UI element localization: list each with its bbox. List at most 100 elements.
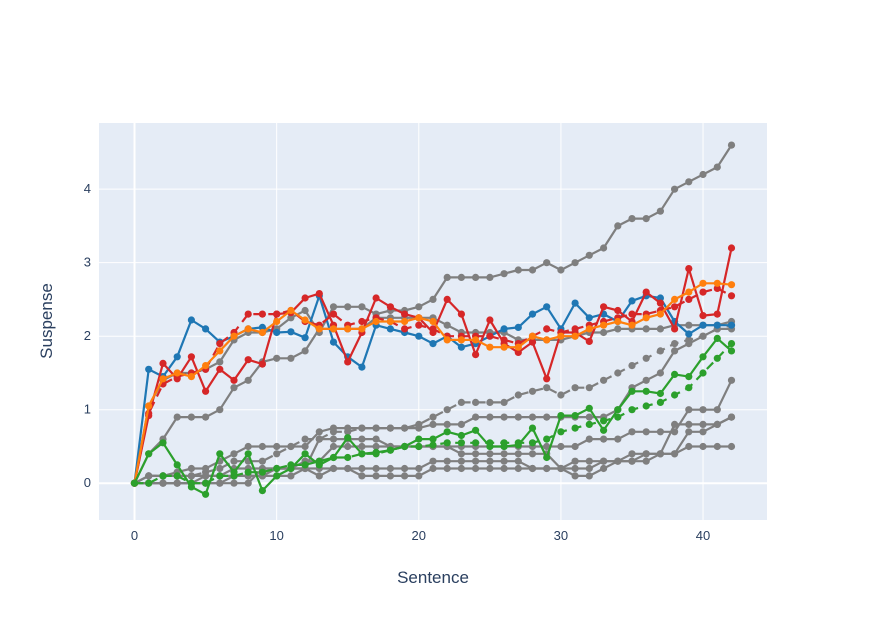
data-point bbox=[685, 265, 693, 273]
data-point bbox=[415, 332, 423, 340]
data-point bbox=[600, 321, 608, 329]
data-point bbox=[130, 479, 139, 487]
data-point bbox=[429, 328, 437, 337]
data-point bbox=[386, 446, 394, 454]
data-point bbox=[713, 321, 721, 329]
data-point bbox=[429, 340, 437, 348]
data-point bbox=[273, 328, 281, 337]
data-point bbox=[287, 306, 295, 315]
data-point bbox=[727, 413, 736, 421]
data-point bbox=[514, 323, 522, 331]
data-point bbox=[685, 428, 693, 436]
data-point bbox=[600, 435, 608, 443]
data-point bbox=[301, 306, 309, 315]
data-point bbox=[600, 376, 608, 384]
data-point bbox=[301, 435, 309, 443]
data-point bbox=[216, 479, 224, 487]
data-point bbox=[713, 310, 721, 318]
data-point bbox=[585, 464, 593, 473]
data-point bbox=[386, 464, 394, 473]
data-point bbox=[372, 294, 380, 302]
data-point bbox=[528, 439, 537, 447]
data-point bbox=[585, 472, 593, 480]
data-point bbox=[344, 434, 352, 442]
data-point bbox=[472, 413, 480, 421]
data-point bbox=[258, 442, 266, 451]
data-point bbox=[329, 310, 338, 318]
data-point bbox=[401, 317, 409, 326]
data-point bbox=[642, 387, 650, 395]
data-point bbox=[500, 398, 508, 406]
data-point bbox=[685, 384, 693, 392]
y-tick-label: 1 bbox=[84, 402, 91, 417]
data-point bbox=[287, 314, 295, 322]
data-point bbox=[358, 325, 366, 333]
data-point bbox=[486, 457, 494, 465]
data-point bbox=[685, 288, 693, 296]
data-point bbox=[585, 404, 593, 412]
data-point bbox=[600, 464, 608, 473]
data-point bbox=[614, 435, 622, 443]
data-point bbox=[500, 464, 508, 473]
data-point bbox=[344, 442, 352, 451]
data-point bbox=[372, 450, 380, 458]
data-point bbox=[585, 435, 593, 443]
data-point bbox=[713, 406, 721, 414]
data-point bbox=[173, 461, 181, 469]
data-point bbox=[571, 442, 579, 451]
data-point bbox=[656, 299, 665, 307]
data-point bbox=[301, 461, 309, 469]
data-point bbox=[642, 402, 650, 410]
data-point bbox=[287, 442, 295, 451]
data-point bbox=[401, 442, 409, 451]
data-point bbox=[699, 442, 707, 451]
data-point bbox=[315, 428, 323, 436]
data-point bbox=[386, 325, 394, 333]
data-point bbox=[642, 354, 650, 362]
data-point bbox=[415, 435, 423, 443]
data-point bbox=[273, 442, 281, 451]
data-point bbox=[685, 442, 693, 451]
series-13 bbox=[130, 340, 736, 487]
data-point bbox=[329, 424, 338, 432]
data-point bbox=[329, 303, 338, 311]
data-point bbox=[358, 363, 366, 371]
data-point bbox=[202, 479, 210, 487]
data-point bbox=[173, 413, 181, 421]
data-point bbox=[614, 325, 622, 333]
data-point bbox=[202, 325, 210, 333]
data-point bbox=[656, 207, 665, 215]
data-point bbox=[202, 472, 210, 480]
data-point bbox=[557, 428, 565, 436]
data-point bbox=[344, 303, 352, 311]
data-point bbox=[287, 461, 295, 469]
data-point bbox=[642, 450, 650, 458]
data-point bbox=[628, 406, 636, 414]
data-point bbox=[727, 281, 736, 289]
data-point bbox=[230, 472, 238, 480]
data-point bbox=[642, 325, 650, 333]
data-point bbox=[585, 457, 593, 465]
data-point bbox=[472, 450, 480, 458]
data-point bbox=[202, 464, 210, 473]
data-point bbox=[628, 321, 636, 329]
data-point bbox=[386, 317, 394, 326]
data-point bbox=[671, 347, 679, 355]
data-point bbox=[543, 303, 551, 311]
data-point bbox=[216, 464, 224, 473]
data-point bbox=[600, 303, 608, 311]
data-point bbox=[216, 472, 224, 480]
data-point bbox=[727, 442, 736, 451]
data-point bbox=[401, 325, 409, 333]
data-point bbox=[528, 310, 537, 318]
data-point bbox=[671, 420, 679, 428]
data-point bbox=[585, 420, 593, 428]
data-point bbox=[216, 450, 224, 458]
data-point bbox=[514, 457, 522, 465]
data-point bbox=[344, 325, 352, 333]
data-point bbox=[486, 316, 494, 324]
data-point bbox=[600, 426, 608, 434]
data-point bbox=[216, 358, 224, 366]
data-point bbox=[230, 479, 238, 487]
